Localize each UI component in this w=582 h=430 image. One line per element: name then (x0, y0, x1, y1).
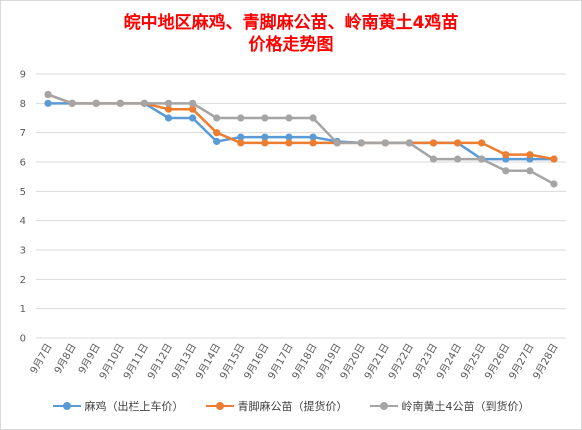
chart-legend: 麻鸡（出栏上车价） 青脚麻公苗（提货价） 岭南黄土4公苗（到货价） (0, 398, 582, 414)
x-tick-label: 9月9日 (76, 342, 103, 376)
data-point (309, 133, 317, 141)
data-point (44, 99, 52, 107)
legend-swatch (205, 401, 234, 411)
data-point (526, 151, 534, 159)
series-line-1 (48, 102, 554, 161)
data-point (164, 99, 173, 107)
x-tick-label: 9月8日 (52, 342, 79, 376)
legend-item: 青脚麻公苗（提货价） (205, 398, 348, 414)
data-point (261, 139, 269, 147)
data-point (285, 114, 293, 122)
data-point (237, 139, 245, 147)
data-point (44, 90, 52, 99)
data-point (237, 133, 245, 141)
y-tick-label: 0 (20, 334, 26, 345)
data-point (357, 139, 365, 147)
data-point (502, 151, 510, 159)
data-point (478, 139, 486, 147)
data-point (550, 180, 558, 188)
data-point (261, 133, 269, 141)
data-point (213, 129, 221, 137)
data-point (261, 114, 269, 122)
data-point (502, 167, 510, 175)
legend-label: 青脚麻公苗（提货价） (237, 400, 348, 413)
data-point (478, 155, 486, 163)
data-point (429, 155, 438, 163)
data-point (453, 155, 462, 163)
data-point (285, 133, 293, 141)
x-tick-label: 9月7日 (28, 342, 55, 376)
data-point (164, 114, 173, 122)
data-point (213, 114, 221, 122)
y-tick-label: 9 (20, 70, 26, 81)
chart-title-line2: 价格走势图 (248, 35, 334, 55)
y-tick-label: 4 (20, 216, 26, 227)
y-tick-label: 3 (20, 246, 26, 257)
data-point (188, 99, 197, 107)
y-tick-label: 2 (20, 275, 26, 286)
legend-label: 麻鸡（出栏上车价） (84, 400, 184, 413)
data-point (526, 167, 534, 175)
y-tick-label: 6 (20, 158, 26, 169)
data-point (188, 105, 197, 113)
data-point (405, 139, 414, 147)
chart-title-line1: 皖中地区麻鸡、青脚麻公苗、岭南黄土4鸡苗 (123, 13, 459, 33)
data-point (237, 114, 245, 122)
legend-swatch (369, 401, 398, 411)
data-point (381, 139, 389, 147)
series-line-3 (47, 93, 555, 186)
data-point (68, 99, 76, 107)
y-tick-label: 1 (20, 304, 26, 315)
data-point (550, 155, 558, 163)
legend-item: 岭南黄土4公苗（到货价） (369, 398, 530, 414)
data-point (309, 114, 317, 122)
data-point (213, 137, 221, 146)
legend-label: 岭南黄土4公苗（到货价） (401, 400, 530, 413)
y-tick-label: 5 (20, 187, 26, 198)
data-point (92, 99, 100, 107)
legend-item: 麻鸡（出栏上车价） (52, 398, 184, 414)
data-point (116, 99, 124, 107)
data-point (429, 139, 438, 147)
y-tick-label: 8 (20, 99, 26, 110)
data-point (140, 99, 149, 107)
legend-swatch (52, 401, 81, 411)
data-point (188, 114, 197, 122)
y-tick-label: 7 (20, 128, 26, 139)
data-point (453, 139, 462, 147)
data-point (164, 105, 173, 113)
data-point (333, 139, 341, 147)
data-point (309, 139, 317, 147)
data-point (285, 139, 293, 147)
